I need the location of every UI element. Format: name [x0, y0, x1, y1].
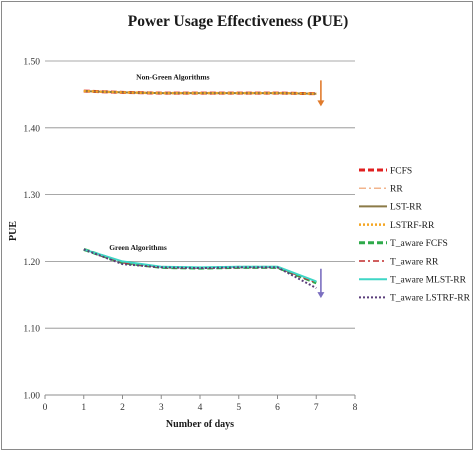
x-tick-label: 7 [314, 403, 319, 413]
trend-arrow-head [317, 292, 325, 299]
x-tick-label: 0 [43, 403, 48, 413]
x-tick-label: 3 [159, 403, 164, 413]
annotation-label: Non-Green Algorithms [136, 73, 209, 82]
legend-label: LST-RR [390, 203, 423, 213]
x-tick-label: 2 [120, 403, 125, 413]
series-lines [83, 89, 317, 289]
y-tick-label: 1.10 [23, 325, 40, 335]
legend-label: FCFS [390, 166, 412, 176]
legend-label: T_aware MLST-RR [390, 276, 467, 286]
trend-arrow-head [317, 100, 325, 107]
x-tick-label: 5 [236, 403, 241, 413]
x-tick-label: 1 [81, 403, 86, 413]
y-tick-label: 1.20 [23, 258, 40, 268]
series-line [83, 89, 317, 95]
x-tick-label: 6 [275, 403, 280, 413]
series-line [83, 248, 317, 284]
legend-label: T_aware FCFS [390, 239, 448, 249]
y-axis-label: PUE [8, 221, 19, 241]
chart-title: Power Usage Effectiveness (PUE) [128, 13, 349, 30]
series-line [83, 248, 317, 289]
gridlines [45, 60, 355, 329]
x-tick-label: 4 [198, 403, 203, 413]
axes: 1.00 1.10 1.20 1.30 1.40 1.50 0 1 2 3 4 5 6 7 8 [23, 58, 357, 414]
series-line [83, 248, 317, 283]
legend-label: LSTRF-RR [390, 221, 435, 231]
annotation-label: Green Algorithms [109, 243, 167, 252]
y-tick-label: 1.50 [23, 58, 40, 68]
x-axis-label: Number of days [166, 419, 234, 430]
x-tick-label: 8 [353, 403, 358, 413]
series-line [83, 247, 317, 285]
legend-label: RR [390, 185, 403, 195]
y-tick-label: 1.30 [23, 191, 40, 201]
annotations: Non-Green Algorithms Green Algorithms [109, 73, 325, 299]
y-tick-label: 1.00 [23, 392, 40, 402]
legend-label: T_aware RR [390, 257, 439, 267]
legend-label: T_aware LSTRF-RR [390, 294, 471, 304]
y-tick-label: 1.40 [23, 124, 40, 134]
legend: FCFS RR LST-RR LSTRF-RR T_aware FCFS T_aware … [359, 166, 471, 304]
